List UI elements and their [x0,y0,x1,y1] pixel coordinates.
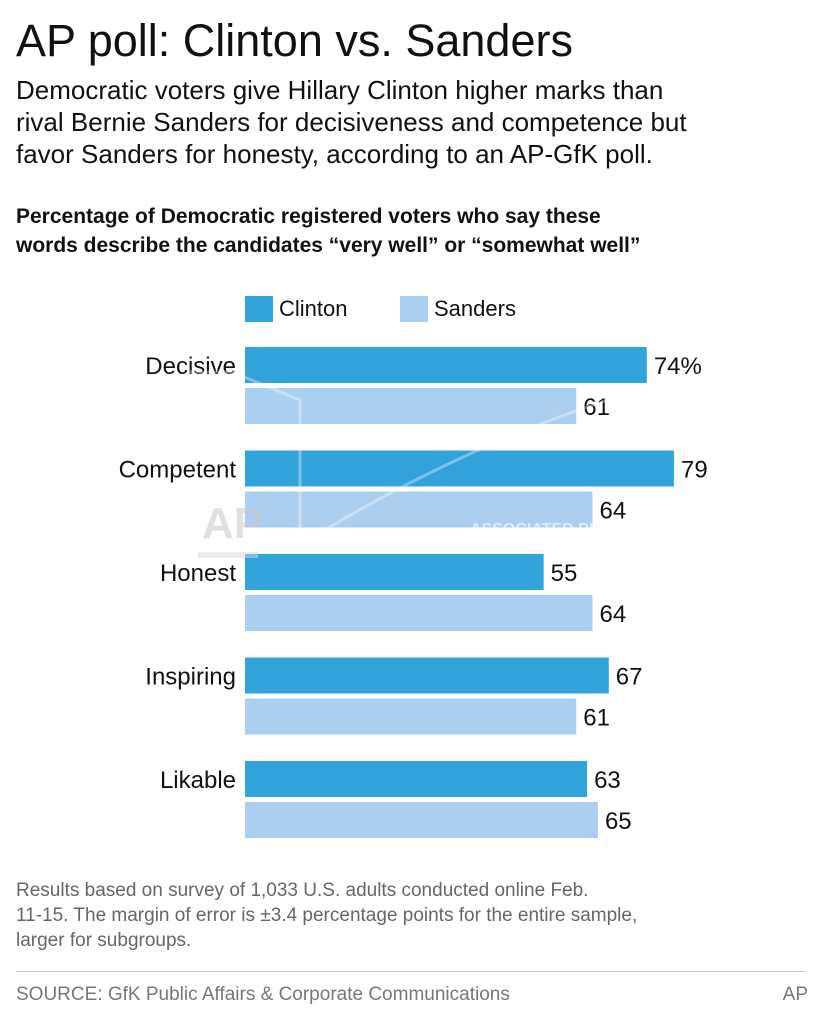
chart-heading: Percentage of Democratic registered vote… [16,202,806,260]
category-label-decisive: Decisive [145,353,236,380]
value-label-clinton-decisive: 74% [654,353,702,380]
bar-clinton-inspiring [245,657,609,694]
chart-heading-line: Percentage of Democratic registered vote… [16,205,601,228]
value-label-clinton-inspiring: 67 [616,664,643,691]
footer-divider [16,971,806,972]
legend-label-sanders: Sanders [434,296,516,321]
methodology-note: Results based on survey of 1,033 U.S. ad… [16,878,806,953]
value-label-sanders-decisive: 61 [583,394,610,421]
bar-sanders-competent [245,491,593,528]
value-label-clinton-likable: 63 [594,767,621,794]
chart-title: AP poll: Clinton vs. Sanders [16,15,573,66]
value-label-sanders-inspiring: 61 [583,705,610,732]
category-label-honest: Honest [160,560,236,587]
legend-swatch-clinton [245,296,273,322]
ap-credit: AP [782,984,808,1005]
chart-legend: Clinton Sanders [0,294,822,324]
value-label-clinton-honest: 55 [551,560,578,587]
bar-clinton-honest [245,554,544,590]
subtitle-line: rival Bernie Sanders for decisiveness an… [16,107,687,137]
note-line: 11-15. The margin of error is ±3.4 perce… [16,905,638,926]
value-label-sanders-honest: 64 [600,601,627,628]
category-label-likable: Likable [160,767,236,794]
value-label-sanders-competent: 64 [600,498,627,525]
note-line: larger for subgroups. [16,930,192,951]
chart-heading-line: words describe the candidates “very well… [16,234,641,257]
bar-clinton-likable [245,761,588,797]
bar-sanders-honest [245,595,593,631]
value-label-clinton-competent: 79 [681,457,708,484]
value-label-sanders-likable: 65 [605,808,632,835]
legend-label-clinton: Clinton [279,296,348,321]
legend-swatch-sanders [400,296,428,322]
subtitle-line: Democratic voters give Hillary Clinton h… [16,75,664,105]
source-credit: SOURCE: GfK Public Affairs & Corporate C… [16,984,510,1005]
bar-clinton-decisive [245,347,647,383]
subtitle-line: favor Sanders for honesty, according to … [16,139,653,169]
note-line: Results based on survey of 1,033 U.S. ad… [16,880,589,901]
category-label-competent: Competent [119,457,237,484]
bar-sanders-decisive [245,388,577,424]
bar-sanders-inspiring [245,698,577,735]
bar-clinton-competent [245,450,674,487]
category-label-inspiring: Inspiring [145,664,236,691]
bar-sanders-likable [245,802,598,838]
chart-subtitle: Democratic voters give Hillary Clinton h… [16,74,806,170]
